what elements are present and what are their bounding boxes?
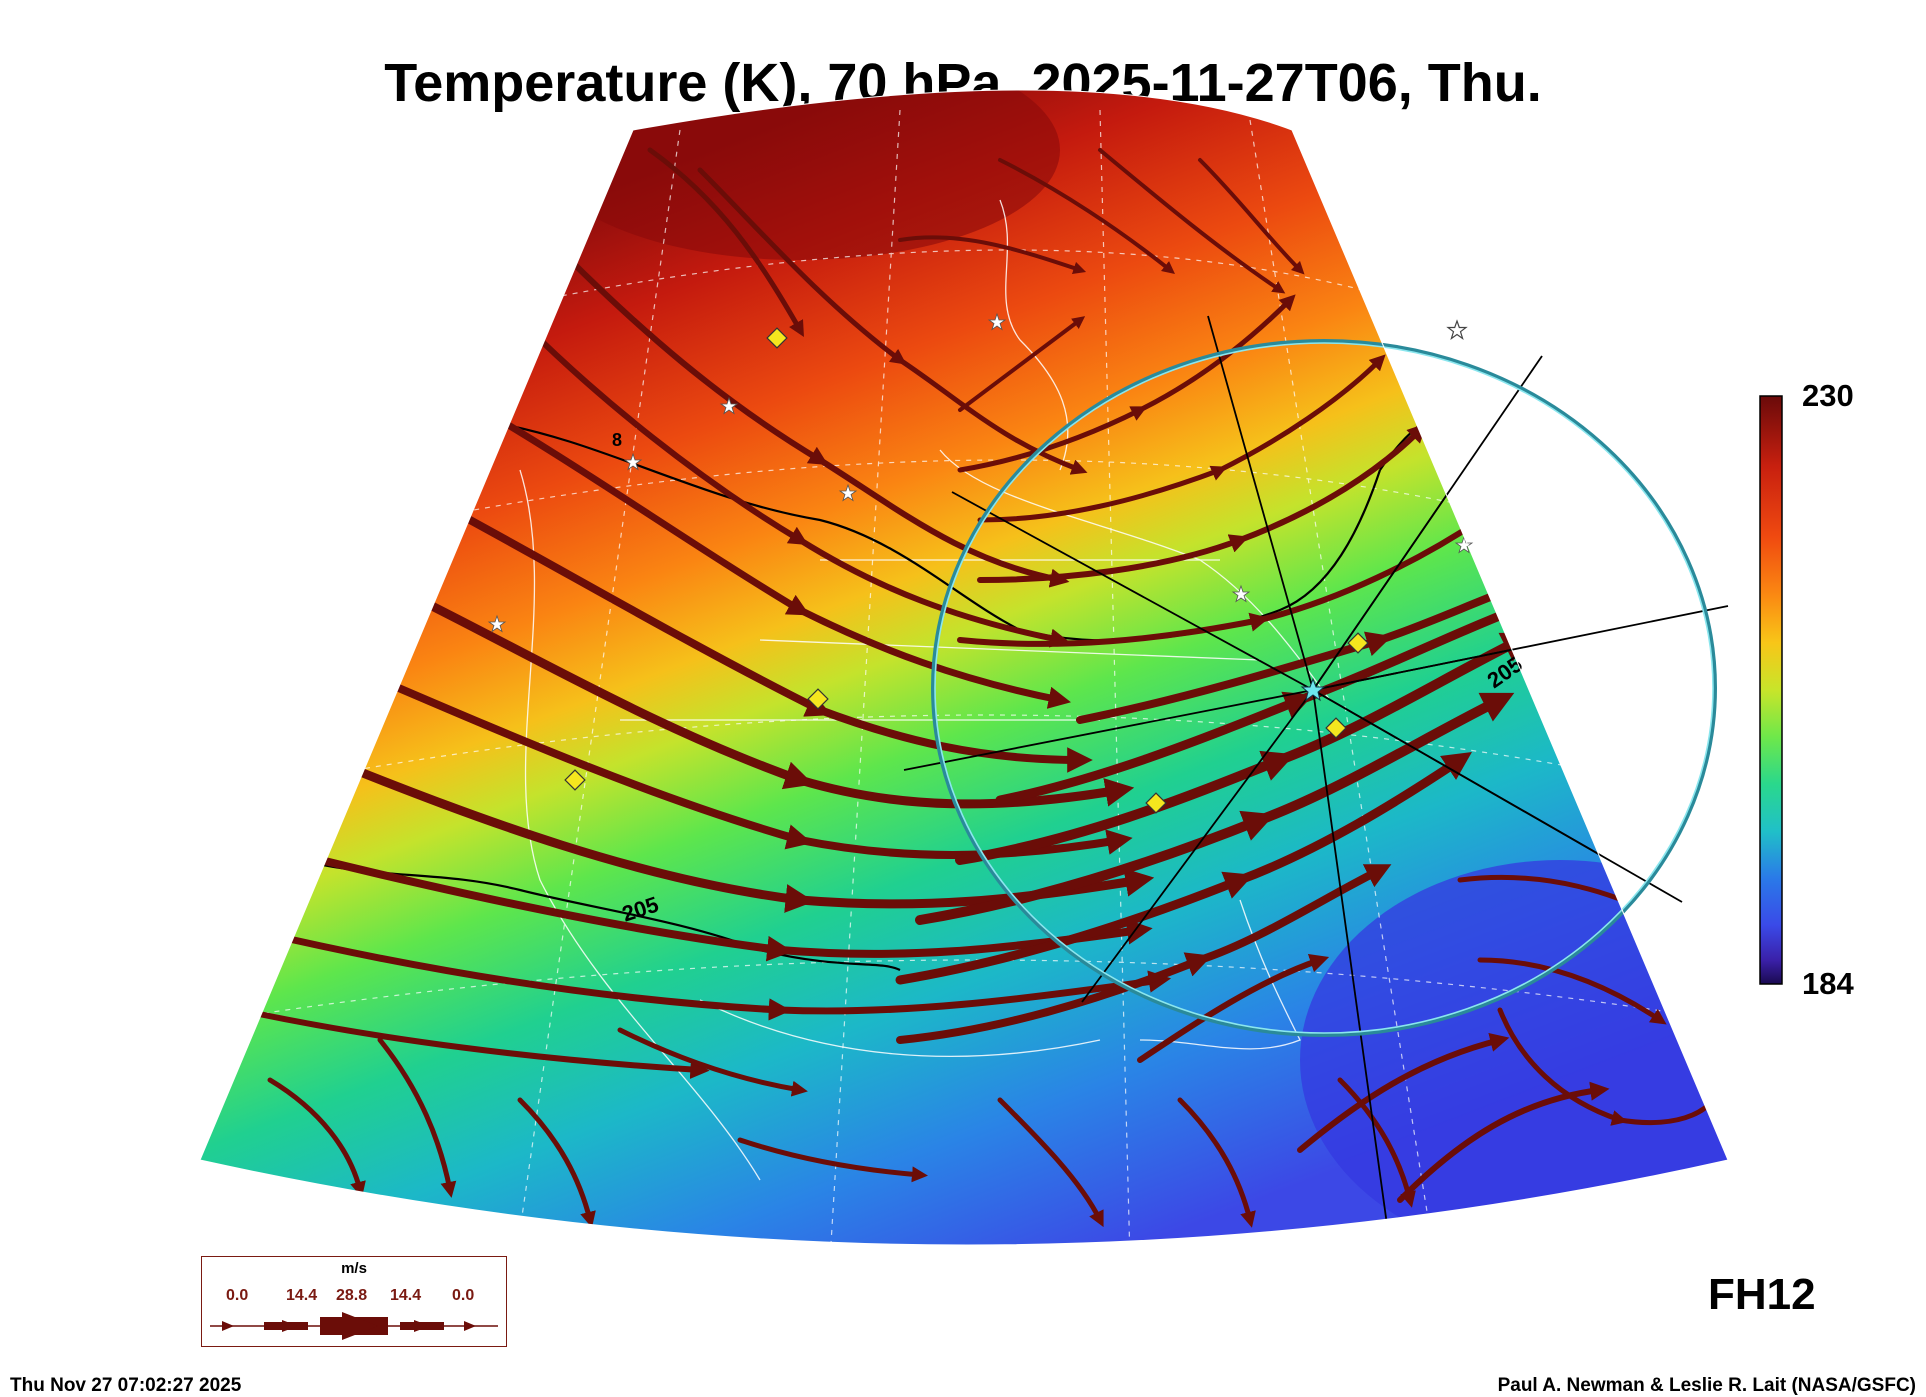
streamline-42 [617, 1027, 808, 1097]
legend-value-5: 0.0 [452, 1287, 475, 1304]
streamline-25 [957, 294, 1296, 473]
streamline-11 [246, 926, 1172, 1021]
streamline-30 [1198, 158, 1305, 275]
legend-value-1: 0.0 [226, 1287, 249, 1304]
legend-unit: m/s [341, 1260, 367, 1277]
legend-arrow-scale [210, 1312, 498, 1340]
streamline-22 [957, 514, 1488, 647]
streamline-40 [1177, 1097, 1256, 1228]
center-star-icon [1300, 677, 1326, 702]
vortex-edge-ring [931, 339, 1717, 1037]
reference-rays-outer [1312, 355, 1729, 903]
streamline-5 [496, 416, 1071, 709]
streamline-10 [276, 846, 1153, 962]
streamline-15 [517, 1097, 596, 1228]
streamline-26 [958, 316, 1086, 412]
warm-region [540, 90, 1060, 260]
streamline-24 [977, 354, 1386, 523]
streamline-28 [998, 158, 1175, 274]
legend-value-3: 28.8 [336, 1287, 368, 1304]
forecast-hour-label: FH12 [1708, 1270, 1816, 1319]
streamline-13 [267, 1077, 366, 1198]
streamline-31 [1137, 953, 1330, 1063]
streamline-27 [898, 235, 1087, 275]
credit-line: Paul A. Newman & Leslie R. Lait (NASA/GS… [1497, 1375, 1916, 1396]
streamline-38 [737, 1137, 928, 1183]
cold-region [1300, 860, 1728, 1245]
vortex-edge-ring-inner [934, 342, 1714, 1034]
streamline-2 [697, 167, 1088, 475]
colorbar-min-label: 184 [1802, 966, 1854, 1001]
streamline-1 [647, 147, 804, 337]
streamline-29 [1098, 148, 1286, 294]
timestamp: Thu Nov 27 07:02:27 2025 [10, 1375, 242, 1396]
station-markers [487, 312, 1474, 633]
map-boundary [199, 89, 1729, 1246]
streamline-6 [466, 516, 1093, 773]
yellow-markers [564, 327, 1369, 814]
streamline-34 [1477, 957, 1667, 1025]
streamline-41 [1337, 1077, 1416, 1208]
wind-speed-legend: m/s 0.0 14.4 28.8 14.4 0.0 [201, 1256, 507, 1347]
colorbar [1759, 395, 1783, 985]
colorbar-max-label: 230 [1802, 378, 1854, 413]
streamline-32 [1297, 1033, 1510, 1153]
streamline-39 [997, 1097, 1104, 1228]
streamline-16 [896, 864, 1392, 1044]
legend-value-2: 14.4 [286, 1287, 318, 1304]
streamline-12 [237, 1007, 710, 1079]
legend-value-4: 14.4 [390, 1287, 422, 1304]
contour-label-north: 8 [612, 430, 622, 450]
streamline-14 [377, 1037, 457, 1198]
